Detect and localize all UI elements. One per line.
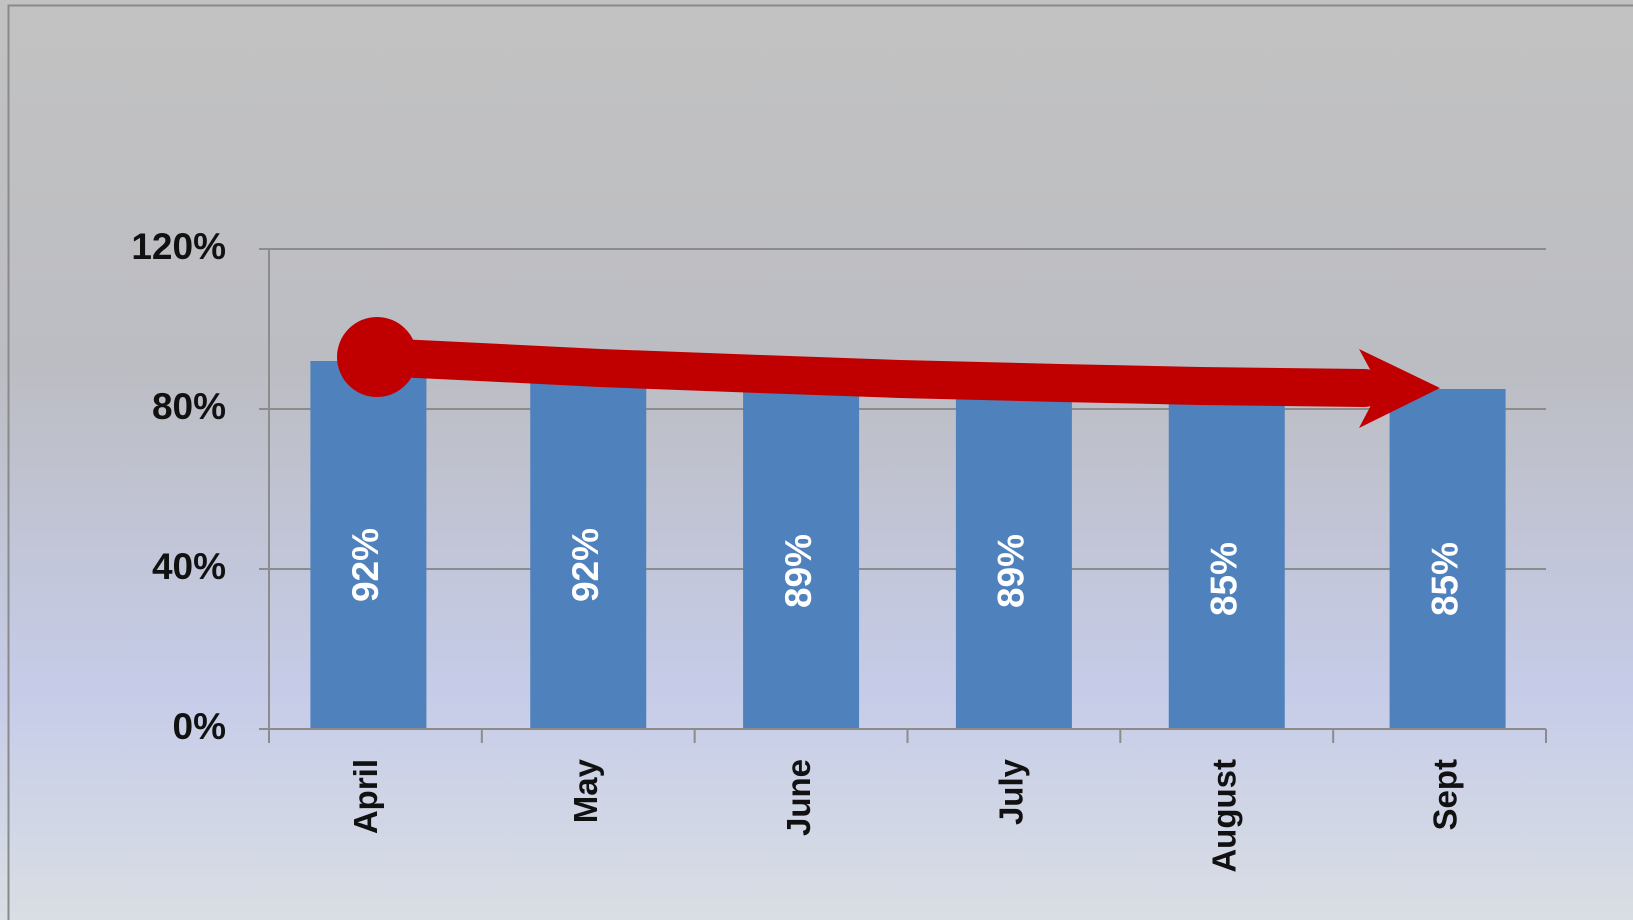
- y-tick-label: 40%: [152, 546, 226, 587]
- y-tick-label: 80%: [152, 386, 226, 427]
- bar: [955, 373, 1072, 729]
- x-tick-label: July: [993, 758, 1030, 825]
- arrow-head: [1359, 349, 1440, 428]
- value-label: 85%: [1424, 542, 1465, 616]
- bar: [1168, 389, 1285, 729]
- plot: 0% 40% 80% 120% April 92% May 92% June 89% July 89%…: [131, 226, 1547, 873]
- bar: [1389, 389, 1506, 729]
- value-label: 89%: [778, 534, 819, 608]
- y-tick-label: 120%: [131, 226, 226, 267]
- value-label: 92%: [345, 528, 386, 602]
- y-tick-label: 0%: [173, 706, 226, 747]
- arrow-shaft: [358, 338, 1384, 407]
- x-tick-label: May: [567, 758, 604, 823]
- x-tick-label: April: [347, 759, 384, 834]
- bar: [743, 373, 860, 729]
- value-label: 92%: [565, 528, 606, 602]
- bar: [530, 361, 647, 729]
- value-label: 85%: [1204, 542, 1245, 616]
- bar: [310, 361, 427, 729]
- x-tick-label: Sept: [1426, 759, 1463, 831]
- x-tick-label: June: [780, 759, 817, 836]
- trend-arrow: [337, 317, 1440, 428]
- arrow-start: [337, 317, 417, 397]
- x-tick-label: August: [1205, 759, 1242, 873]
- value-label: 89%: [991, 534, 1032, 608]
- frame: [7, 4, 1633, 920]
